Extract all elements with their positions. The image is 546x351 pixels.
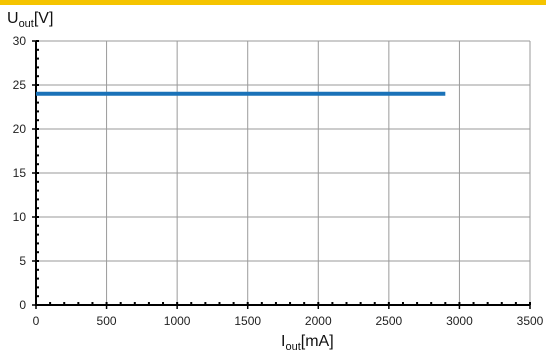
y-tick-label: 5 [19,254,26,268]
x-axis-title: Iout[mA] [281,333,334,351]
x-tick-label: 1500 [234,314,261,328]
accent-bar [0,0,546,5]
x-axis-title-unit: [mA] [301,333,334,350]
x-axis-title-main: I [281,333,285,350]
x-tick-label: 3000 [446,314,473,328]
x-tick-label: 0 [33,314,40,328]
x-axis-title-sub: out [285,341,300,351]
tick-marks [32,40,531,309]
y-tick-label: 10 [13,210,27,224]
y-tick-label: 15 [13,166,27,180]
x-tick-label: 500 [97,314,117,328]
grid-lines [36,40,531,305]
y-axis-title-sub: out [19,18,34,30]
y-tick-label: 30 [13,34,27,48]
x-tick-label: 2000 [305,314,332,328]
y-axis-title-unit: [V] [34,10,54,27]
y-tick-label: 25 [13,78,27,92]
x-tick-label: 1000 [164,314,191,328]
y-tick-label: 0 [19,298,26,312]
x-tick-label: 2500 [376,314,403,328]
tick-labels: 0 500 1000 1500 2000 2500 3000 3500 0 5 10 15 20 25 30 [13,34,544,328]
y-axis-title-main: U [7,10,19,27]
x-tick-label: 3500 [517,314,544,328]
y-axis-title: Uout[V] [7,10,53,30]
y-tick-label: 20 [13,122,27,136]
